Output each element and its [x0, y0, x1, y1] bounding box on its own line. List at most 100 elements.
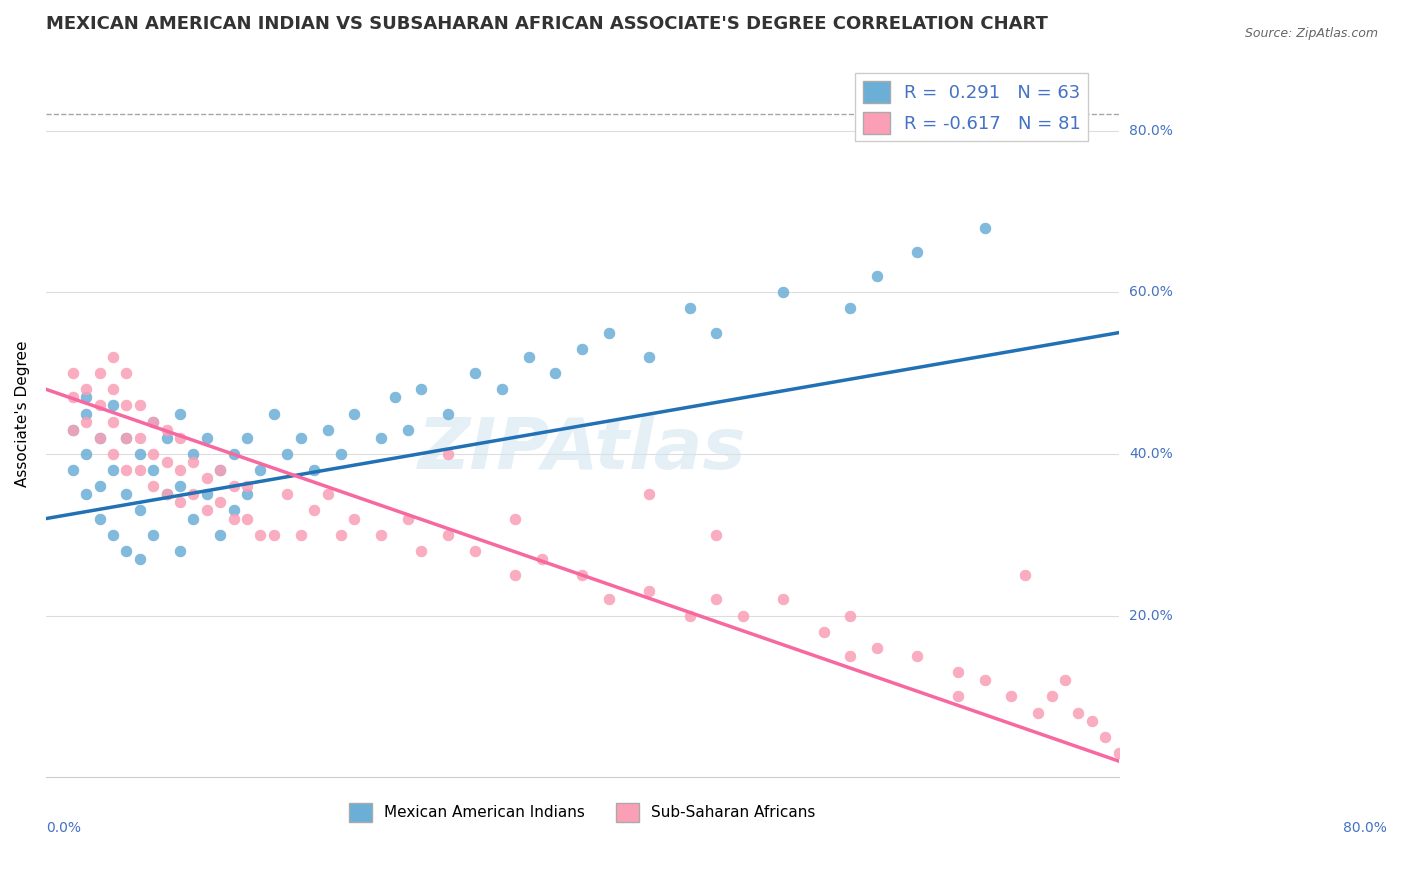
Point [678, 301, 700, 316]
Point [276, 447, 298, 461]
Point [101, 415, 124, 429]
Point [249, 463, 271, 477]
Point [946, 665, 969, 680]
Legend: Mexican American Indians, Sub-Saharan Africans: Mexican American Indians, Sub-Saharan Af… [343, 797, 821, 828]
Point [866, 640, 889, 655]
Point [839, 648, 862, 663]
Point [183, 455, 205, 469]
Point [411, 544, 433, 558]
Point [866, 269, 889, 284]
Point [544, 366, 567, 380]
Point [316, 487, 339, 501]
Point [222, 447, 245, 461]
Point [156, 431, 179, 445]
Point [491, 382, 513, 396]
Point [195, 471, 218, 485]
Point [115, 399, 138, 413]
Point [302, 463, 325, 477]
Point [1040, 690, 1063, 704]
Point [169, 479, 191, 493]
Point [142, 415, 165, 429]
Point [343, 511, 366, 525]
Text: 20.0%: 20.0% [1129, 608, 1173, 623]
Point [142, 447, 165, 461]
Point [169, 431, 191, 445]
Point [236, 431, 259, 445]
Point [638, 487, 661, 501]
Point [75, 487, 97, 501]
Point [101, 399, 124, 413]
Point [222, 511, 245, 525]
Point [75, 390, 97, 404]
Point [209, 463, 232, 477]
Y-axis label: Associate's Degree: Associate's Degree [15, 340, 30, 487]
Point [263, 407, 285, 421]
Point [115, 544, 138, 558]
Point [598, 326, 620, 340]
Point [89, 366, 111, 380]
Point [101, 463, 124, 477]
Point [89, 511, 111, 525]
Point [396, 423, 419, 437]
Point [302, 503, 325, 517]
Point [839, 301, 862, 316]
Point [75, 382, 97, 396]
Point [571, 342, 593, 356]
Point [503, 568, 526, 582]
Point [115, 463, 138, 477]
Point [222, 503, 245, 517]
Point [156, 455, 179, 469]
Point [101, 350, 124, 364]
Text: 60.0%: 60.0% [1129, 285, 1173, 300]
Point [169, 463, 191, 477]
Point [195, 503, 218, 517]
Point [101, 527, 124, 541]
Point [1108, 746, 1130, 760]
Point [772, 285, 794, 300]
Point [195, 431, 218, 445]
Point [503, 511, 526, 525]
Point [290, 527, 312, 541]
Point [115, 431, 138, 445]
Text: ZIPAtlas: ZIPAtlas [418, 416, 747, 484]
Point [464, 366, 486, 380]
Point [329, 527, 352, 541]
Point [183, 511, 205, 525]
Point [370, 527, 392, 541]
Point [183, 487, 205, 501]
Text: Source: ZipAtlas.com: Source: ZipAtlas.com [1244, 27, 1378, 40]
Point [249, 527, 271, 541]
Text: 40.0%: 40.0% [1129, 447, 1173, 461]
Point [437, 447, 460, 461]
Point [678, 608, 700, 623]
Point [115, 487, 138, 501]
Point [343, 407, 366, 421]
Point [169, 407, 191, 421]
Point [263, 527, 285, 541]
Point [156, 487, 179, 501]
Point [62, 366, 84, 380]
Point [222, 479, 245, 493]
Point [209, 463, 232, 477]
Point [169, 544, 191, 558]
Point [128, 399, 150, 413]
Point [169, 495, 191, 509]
Point [437, 407, 460, 421]
Point [973, 220, 995, 235]
Point [571, 568, 593, 582]
Point [101, 447, 124, 461]
Text: 80.0%: 80.0% [1129, 124, 1173, 137]
Point [156, 487, 179, 501]
Point [128, 503, 150, 517]
Point [128, 463, 150, 477]
Point [236, 511, 259, 525]
Point [276, 487, 298, 501]
Point [704, 527, 727, 541]
Point [1000, 690, 1022, 704]
Point [396, 511, 419, 525]
Point [329, 447, 352, 461]
Point [638, 350, 661, 364]
Point [1053, 673, 1076, 688]
Point [1014, 568, 1036, 582]
Point [236, 479, 259, 493]
